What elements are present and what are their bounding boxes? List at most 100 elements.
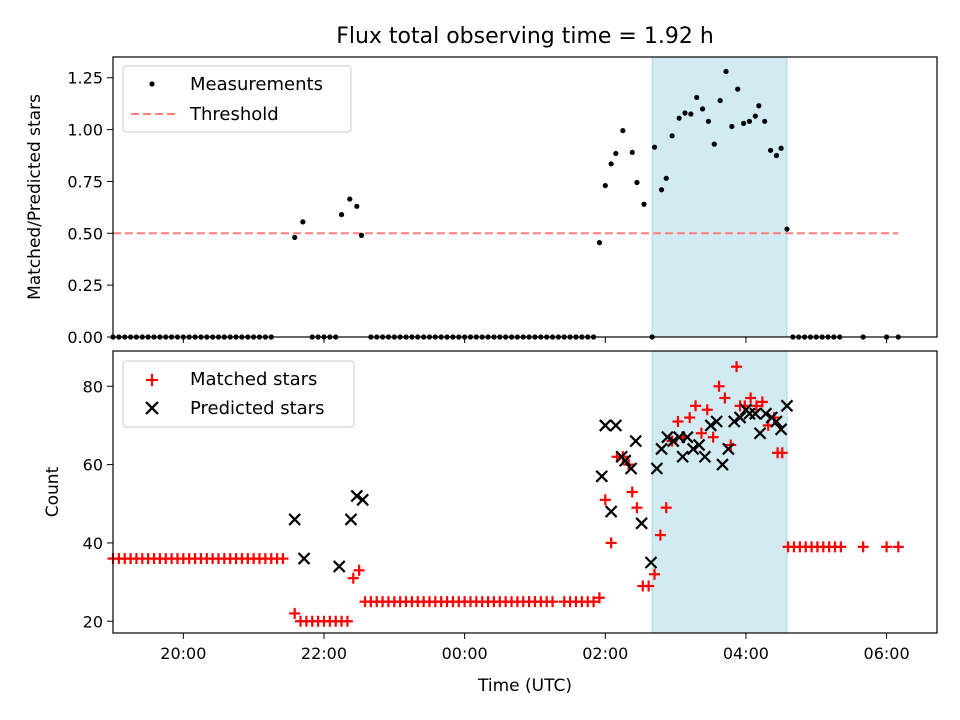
bottom-ytick-label: 80 [83,377,103,396]
predicted-point [733,411,747,424]
bottom-legend: Matched stars Predicted stars [122,360,355,428]
bottom-xtick-label: 22:00 [301,644,347,663]
measurement-point [717,97,723,104]
matched-point [892,541,904,553]
measurement-point [676,115,682,121]
predicted-point-b [624,462,638,475]
predicted-point [635,517,648,530]
predicted-point-b [716,458,729,471]
predicted-point [288,513,301,526]
matched-point [660,502,672,514]
predicted-point [676,450,689,464]
predicted-point [722,442,735,456]
predicted-point-b [650,462,664,475]
measurement-point [596,240,603,246]
matched-point [588,596,600,608]
predicted-point [650,462,664,475]
top-axes-frame [112,56,938,338]
matched-point [649,568,661,580]
predicted-point [727,415,741,428]
predicted-point-b [604,505,618,518]
measurement-point [723,68,729,75]
bottom-predicted-layer [288,399,794,573]
predicted-point-b [698,450,712,464]
predicted-point-b [609,419,623,432]
predicted-point [644,556,658,569]
measurement-point [756,103,762,109]
measurement-point [735,86,741,92]
predicted-point [692,438,706,452]
matched-point [745,392,757,404]
predicted-point [332,560,346,573]
bottom-panel: 20:00 22:00 00:00 02:00 04:00 06:00 20 40 60 80 C… [43,350,938,696]
legend-measurements-marker [149,81,155,87]
top-ylabel: Matched/Predicted stars [25,94,45,300]
matched-point [593,592,605,604]
predicted-point [759,407,773,420]
predicted-point [666,434,680,448]
matched-point [731,361,743,373]
predicted-point-b [780,399,794,413]
measurement-point [699,106,706,112]
measurement-point [694,94,700,101]
predicted-point-b [599,419,612,432]
predicted-point [350,489,364,503]
predicted-point-b [666,434,680,448]
top-panel: 0.00 0.25 0.50 0.75 1.00 1.25 Matched/Predict… [25,56,938,347]
matched-point [713,380,725,392]
top-shade-layer [651,56,788,338]
matched-point [347,572,359,584]
bottom-xlabel: Time (UTC) [477,676,572,696]
matched-point [599,494,611,506]
predicted-point [780,399,794,413]
predicted-point [704,419,718,432]
matched-point [631,502,643,514]
bottom-xtick-label: 04:00 [723,644,769,663]
matched-point [341,615,353,627]
top-ytick-label: 0.25 [67,276,103,295]
predicted-point [618,454,632,467]
predicted-point [681,430,694,444]
matched-point [289,607,301,619]
top-legend: Measurements Threshold [122,65,352,133]
predicted-point-b [618,454,632,467]
predicted-point-b [635,517,648,530]
bottom-ytick-label: 60 [83,456,103,475]
measurement-point [338,212,345,218]
top-observing-window [651,56,788,338]
measurement-point [729,123,735,130]
top-ytick-label: 0.75 [67,172,103,191]
predicted-point [749,407,762,420]
measurement-point [752,113,758,119]
matched-point [835,541,847,553]
matched-point [626,486,638,498]
predicted-point [344,513,358,526]
predicted-point-b [661,430,674,444]
matched-point [654,529,666,541]
predicted-point [599,419,612,432]
legend-matched-marker [146,374,158,386]
top-grid-layer: 0.00 0.25 0.50 0.75 1.00 1.25 [67,69,888,347]
top-ytick-label: 1.25 [67,69,103,88]
top-ytick-label: 1.00 [67,121,103,140]
matched-point [547,596,559,608]
predicted-point-b [727,415,741,428]
predicted-point-b [759,407,773,420]
predicted-point [774,423,788,436]
predicted-point [716,458,729,471]
predicted-point-b [733,411,747,424]
predicted-point [686,442,700,456]
matched-point [719,392,731,404]
predicted-point-b [770,415,783,428]
measurement-point [292,234,298,241]
predicted-point-b [676,450,689,464]
measurement-point [682,110,688,116]
predicted-point-b [297,552,311,565]
measurement-point [629,149,635,156]
matched-point [684,412,696,424]
bottom-ylabel: Count [43,466,63,517]
legend-predicted-label: Predicted stars [190,398,324,419]
predicted-point [297,552,311,565]
predicted-point-b [681,430,694,444]
bottom-xtick-label: 02:00 [582,644,628,663]
